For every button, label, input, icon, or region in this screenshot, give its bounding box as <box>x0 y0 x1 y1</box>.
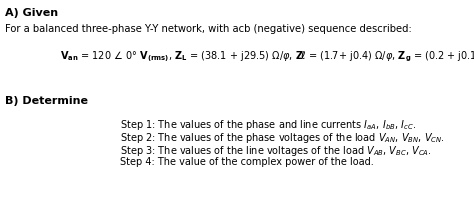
Text: Step 1: The values of the phase and line currents $I_{aA}$, $I_{bB}$, $I_{cC}$.: Step 1: The values of the phase and line… <box>120 117 416 131</box>
Text: Step 3: The values of the line voltages of the load $V_{AB}$, $V_{BC}$, $V_{CA}$: Step 3: The values of the line voltages … <box>120 143 432 157</box>
Text: For a balanced three-phase Y-Y network, with acb (negative) sequence described:: For a balanced three-phase Y-Y network, … <box>5 24 412 34</box>
Text: $\mathbf{V}_{\mathbf{an}}$ = 120 $\angle$ 0° $\mathbf{V}_{\mathbf{(rms)}}$, $\ma: $\mathbf{V}_{\mathbf{an}}$ = 120 $\angle… <box>60 50 474 64</box>
Text: A) Given: A) Given <box>5 8 58 18</box>
Text: Step 2: The values of the phase voltages of the load $V_{AN}$, $V_{BN}$, $V_{CN}: Step 2: The values of the phase voltages… <box>120 130 445 144</box>
Text: B) Determine: B) Determine <box>5 96 88 105</box>
Text: Step 4: The value of the complex power of the load.: Step 4: The value of the complex power o… <box>120 156 374 166</box>
